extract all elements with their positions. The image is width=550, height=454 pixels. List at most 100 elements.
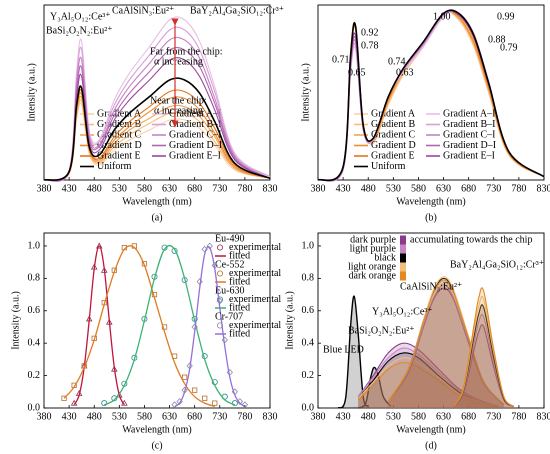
component-fill [358,343,499,408]
x-tick-label: 480 [361,183,376,194]
component-fill [358,347,499,408]
x-tick-label: 680 [461,183,476,194]
x-tick-label: 830 [537,183,550,194]
plot-frame [317,232,545,409]
x-tick-label: 430 [62,411,77,422]
annotation: BaY₂Al₄Ga₂SiO₁₂:Cr³⁺ [190,5,284,16]
legend-group: Eu-630 [215,285,244,296]
legend-label: Gradient B–I [443,119,496,130]
panel-caption: (d) [425,440,437,451]
y-axis-title: Intensity (a.u.) [300,63,311,122]
y-tick-label: 0.6 [28,305,41,316]
legend-label: Gradient A–I [443,108,496,119]
x-tick-label: 630 [436,183,451,194]
experimental-point [111,395,118,402]
component-line [357,366,392,409]
annotation: α increasing [154,56,203,67]
legend-label: black [374,252,396,263]
legend-label: Gradient D [97,140,142,151]
legend-label: fitted [229,328,250,339]
annotation: BaSi₂O₂N₂:Eu²⁺ [46,25,113,36]
spectrum-line [43,26,271,182]
legend-swatch [400,271,406,281]
x-axis-title: Wavelength (nm) [122,424,191,435]
x-tick-label: 530 [386,411,401,422]
experimental-point [231,400,238,407]
legend-marker [216,244,223,251]
legend-label: Gradient D–I [169,140,222,151]
plot-frame [43,232,271,409]
x-tick-label: 730 [212,183,227,194]
spectrum-line [43,47,271,182]
legend-label: Gradient E–I [443,150,495,161]
legend-label: Gradient D [371,140,416,151]
legend-swatch [400,244,406,254]
y-tick-label: 0.2 [28,370,41,381]
annotation: 0.78 [361,40,379,51]
legend-label: Uniform [371,161,406,172]
y-tick-label: 1.0 [302,240,315,251]
x-tick-label: 780 [237,183,252,194]
x-axis-title: Wavelength (nm) [396,424,465,435]
annotation: Far from the chip: [150,46,222,57]
experimental-point [212,400,218,406]
component-fill [358,362,499,408]
y-tick-label: 0.2 [302,370,315,381]
legend-label: Gradient B [371,119,415,130]
x-tick-label: 380 [37,411,52,422]
legend-label: Gradient C [371,129,415,140]
annotation: 0.63 [396,67,414,78]
legend-label: Gradient A [97,108,142,119]
legend-label: Gradient B–I [169,119,222,130]
y-axis-title: Intensity (a.u.) [26,63,37,122]
annotation: 0.74 [388,56,406,67]
x-tick-label: 480 [87,411,102,422]
experimental-point [95,242,103,249]
x-axis-title: Wavelength (nm) [396,196,465,207]
component-fill [388,279,504,408]
legend-label: fitted [229,250,250,261]
legend-label: Gradient E–I [169,150,221,161]
x-tick-label: 830 [263,411,278,422]
component-fill [338,296,369,408]
x-tick-label: 530 [386,183,401,194]
experimental-point [182,374,188,380]
component-label: Blue LED [323,344,364,355]
x-tick-label: 580 [137,183,152,194]
experimental-point [192,387,198,393]
component-line [387,279,505,406]
annotation: 0.88 [488,34,506,45]
component-line [357,357,499,407]
y-tick-label: 0.0 [28,402,41,413]
component-fill [388,284,504,408]
component-label: BaY₂Al₄Ga₂SiO₁₂:Cr³⁺ [450,259,544,270]
legend-label: dark purple [350,234,396,245]
x-axis-title: Wavelength (nm) [122,196,191,207]
x-tick-label: 430 [62,183,77,194]
panel-caption: (a) [151,212,162,223]
legend-label: experimental [229,268,281,279]
component-label: CaAlSiN₃:Eu²⁺ [400,281,462,292]
spectrum-line [317,9,545,182]
legend-label: Gradient D–I [443,140,496,151]
legend-label: Uniform [97,161,132,172]
y-tick-label: 0.0 [302,402,315,413]
x-tick-label: 780 [511,183,526,194]
x-tick-label: 380 [311,411,326,422]
legend-label: Gradient E [371,150,415,161]
x-tick-label: 680 [461,411,476,422]
x-tick-label: 430 [336,183,351,194]
component-fill [388,278,504,408]
legend-label: Gradient A–I [169,108,222,119]
legend-label: Gradient C–I [443,129,496,140]
legend-group: Eu-490 [215,233,244,244]
legend-label: Gradient A [371,108,416,119]
y-tick-label: 0.4 [302,337,315,348]
fitted-line [174,245,246,407]
x-tick-label: 530 [112,183,127,194]
legend-marker [216,322,223,329]
legend-label: light orange [348,261,397,272]
y-tick-label: 0.6 [302,305,315,316]
legend-label: fitted [229,276,250,287]
experimental-point [161,324,168,330]
